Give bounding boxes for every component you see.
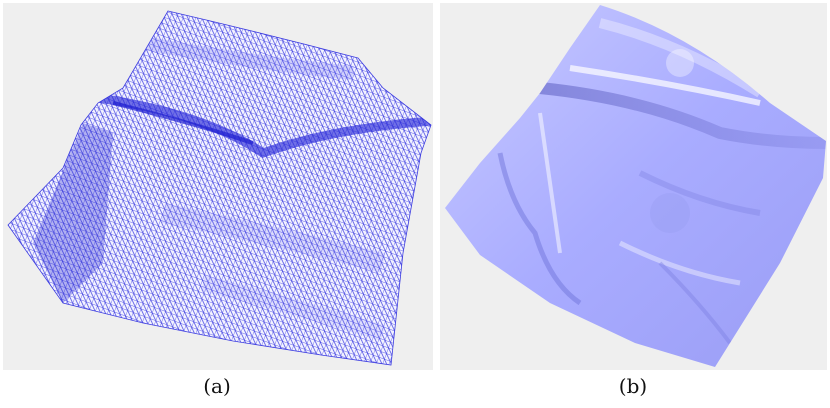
shaded-terrain-panel (440, 3, 827, 370)
wireframe-ridge-shading (33, 36, 431, 341)
panel-a-caption: (a) (203, 374, 231, 398)
shaded-terrain-surface (445, 5, 826, 367)
panel-b-caption: (b) (618, 374, 648, 398)
wireframe-terrain-panel (3, 3, 433, 370)
shaded-relief-features (497, 18, 826, 345)
wireframe-terrain-mesh (7, 10, 432, 366)
